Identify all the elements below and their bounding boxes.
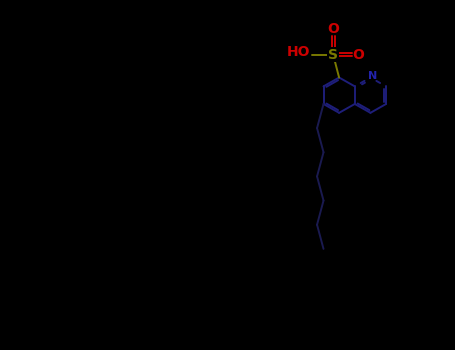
Text: S: S [328,48,338,62]
Text: N: N [368,71,377,81]
Text: O: O [353,48,364,62]
Text: O: O [327,22,339,36]
Text: HO: HO [287,45,310,59]
